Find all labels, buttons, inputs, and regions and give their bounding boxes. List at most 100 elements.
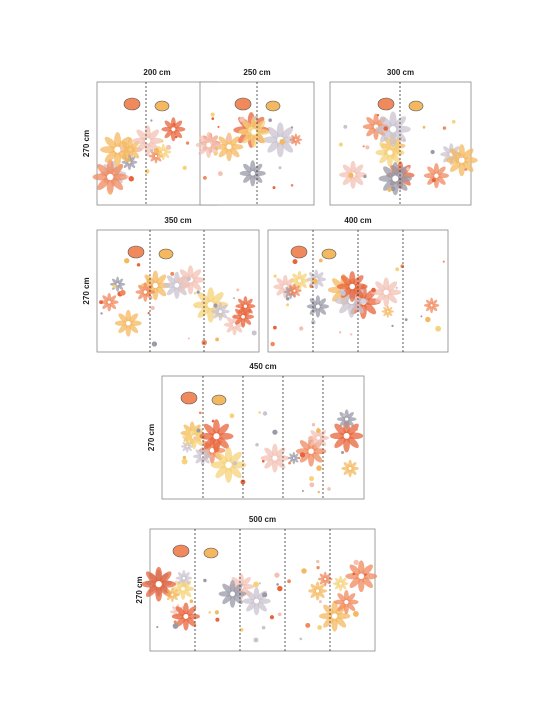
dot	[403, 138, 406, 141]
dot	[128, 176, 134, 182]
petal	[315, 272, 324, 280]
dot	[215, 337, 219, 342]
petal	[145, 583, 160, 597]
dot	[166, 144, 172, 150]
bird	[127, 245, 145, 259]
petal	[210, 292, 224, 306]
dot	[316, 559, 320, 564]
petal	[339, 300, 352, 314]
bird	[203, 547, 219, 559]
petal	[252, 163, 263, 174]
dot	[355, 296, 360, 301]
petal	[315, 279, 324, 287]
petal	[366, 116, 377, 128]
petal	[242, 316, 252, 325]
petal	[215, 435, 229, 449]
dot	[185, 141, 190, 145]
dot	[371, 287, 376, 293]
flower-center	[152, 282, 159, 289]
petal	[264, 457, 276, 469]
flower-center	[342, 432, 351, 440]
flower-center	[154, 154, 158, 158]
dot	[342, 413, 346, 417]
flower-center	[154, 580, 163, 588]
petal	[299, 450, 312, 463]
dot	[341, 450, 345, 454]
petal	[215, 451, 230, 466]
petal	[226, 324, 235, 333]
petal	[226, 316, 235, 326]
dot	[126, 175, 129, 178]
flower-center	[292, 288, 297, 293]
petal	[334, 615, 347, 628]
dot	[261, 625, 266, 630]
dot	[225, 135, 231, 141]
petal	[234, 324, 243, 333]
petal	[253, 131, 266, 144]
dot	[365, 145, 370, 150]
petal	[145, 284, 153, 293]
petal	[299, 280, 307, 289]
dot	[431, 178, 436, 183]
flower-center	[297, 278, 302, 284]
dot	[400, 264, 405, 268]
petal	[228, 464, 242, 479]
dot	[217, 125, 220, 128]
petal	[136, 140, 149, 153]
petal	[380, 116, 394, 130]
dot	[391, 324, 394, 328]
petal	[118, 322, 129, 334]
dot	[172, 623, 179, 629]
dot	[352, 572, 356, 576]
petal	[182, 588, 192, 597]
petal	[362, 301, 377, 315]
petal	[127, 322, 139, 334]
flower-center	[294, 138, 298, 142]
dot	[232, 297, 236, 300]
flower-center	[389, 125, 397, 134]
dot	[258, 411, 261, 414]
petal	[349, 564, 362, 577]
dot	[276, 583, 279, 586]
dot	[144, 169, 150, 174]
petal	[383, 178, 396, 191]
petal	[175, 606, 187, 617]
petal	[351, 300, 364, 314]
flower-center	[225, 143, 233, 150]
dot	[189, 599, 194, 604]
petal	[351, 275, 364, 287]
flower-center	[307, 447, 315, 455]
width-label: 250 cm	[243, 68, 270, 77]
dot	[232, 461, 237, 466]
dot	[194, 305, 197, 308]
flower-center	[229, 590, 236, 597]
dot	[376, 113, 380, 117]
petal	[334, 423, 348, 437]
dot	[299, 637, 303, 641]
flower-center	[343, 599, 350, 605]
petal	[240, 576, 251, 587]
petal	[461, 159, 474, 172]
flower-center	[338, 581, 343, 586]
petal	[317, 430, 327, 439]
flower-center	[391, 174, 399, 183]
petal	[185, 616, 197, 627]
petal	[243, 163, 254, 174]
artwork	[141, 544, 378, 643]
petal	[173, 128, 183, 139]
flower-center	[315, 588, 320, 594]
petal	[383, 166, 396, 180]
petal	[450, 159, 463, 172]
petal	[346, 593, 356, 603]
petal	[292, 273, 300, 282]
bird	[172, 544, 190, 558]
petal	[203, 423, 217, 437]
dot	[422, 125, 426, 129]
dot	[193, 292, 197, 295]
petal	[360, 564, 373, 577]
petal	[379, 152, 391, 164]
dot	[193, 436, 197, 440]
flower-center	[243, 303, 248, 309]
petal	[197, 292, 212, 306]
